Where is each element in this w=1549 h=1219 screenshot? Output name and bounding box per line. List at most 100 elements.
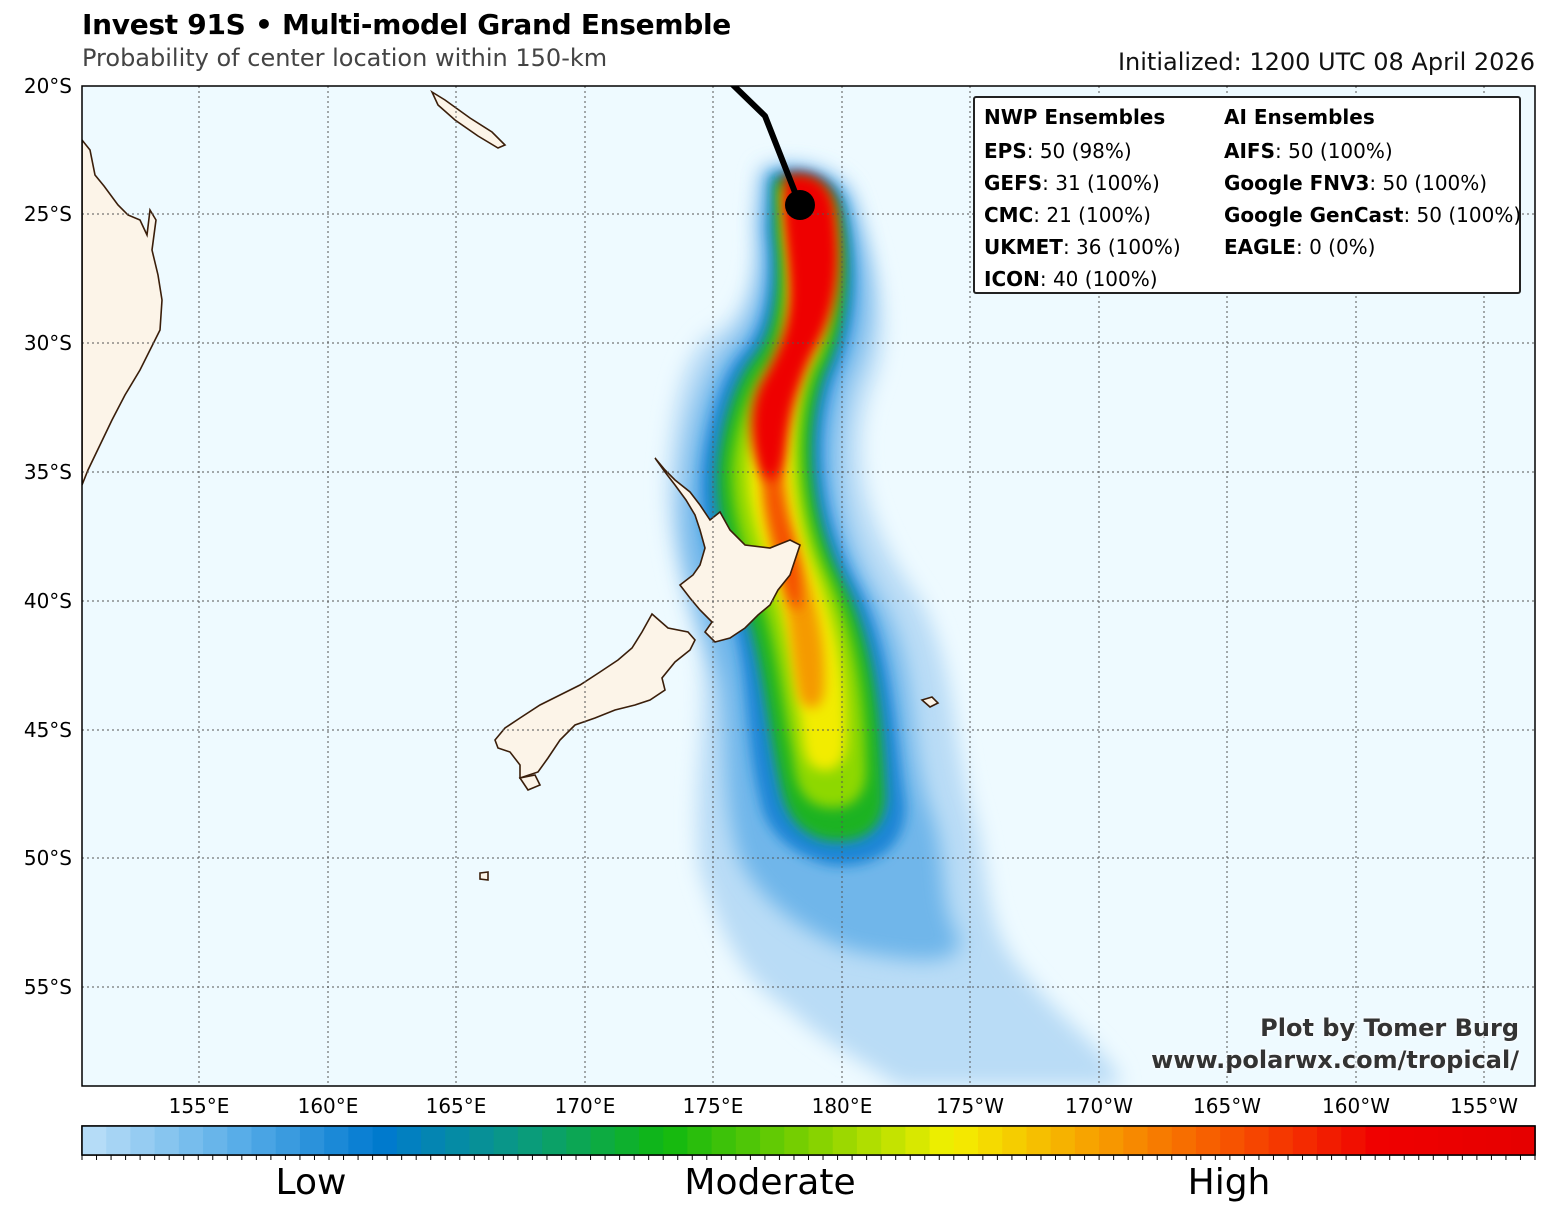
model-value: : 50 (100%) <box>1369 171 1488 195</box>
legend-row-fnv3: Google FNV3: 50 (100%) <box>1224 168 1521 200</box>
colorbar-label-moderate: Moderate <box>684 1162 856 1203</box>
initialized-time: Initialized: 1200 UTC 08 April 2026 <box>1117 48 1535 76</box>
model-name: ICON <box>984 267 1040 291</box>
credit-author: Plot by Tomer Burg <box>1260 1014 1519 1042</box>
lat-label-30s: 30°S <box>23 331 72 355</box>
colorbar-segment <box>1220 1126 1245 1155</box>
lat-label-40s: 40°S <box>23 589 72 613</box>
colorbar-segment <box>760 1126 785 1155</box>
model-name: Google GenCast <box>1224 203 1404 227</box>
legend-row-ukmet: UKMET: 36 (100%) <box>984 232 1181 264</box>
colorbar-segment <box>1462 1126 1488 1155</box>
stewart-island <box>518 774 542 791</box>
model-name: EPS <box>984 139 1027 163</box>
legend-row-eagle: EAGLE: 0 (0%) <box>1224 232 1521 264</box>
south-island-nz <box>494 612 696 780</box>
model-value: : 21 (100%) <box>1033 203 1151 227</box>
model-value: : 50 (100%) <box>1403 203 1522 227</box>
model-name: Google FNV3 <box>1224 171 1370 195</box>
colorbar-segment <box>1365 1126 1391 1155</box>
colorbar-segment <box>1438 1126 1463 1155</box>
colorbar-segments <box>81 1125 1536 1156</box>
lon-label-155e: 155°E <box>168 1094 230 1118</box>
colorbar-segment <box>905 1126 931 1155</box>
lon-label-165w: 165°W <box>1193 1094 1261 1118</box>
colorbar-segment <box>324 1126 349 1155</box>
lon-label-165e: 165°E <box>425 1094 487 1118</box>
colorbar-segment <box>1389 1126 1415 1155</box>
chart-subtitle: Probability of center location within 15… <box>82 44 608 72</box>
colorbar-segment <box>275 1126 301 1155</box>
colorbar-segment <box>178 1126 204 1155</box>
north-island-nz <box>654 457 801 643</box>
prob-band-yellow <box>747 189 847 771</box>
colorbar-segment <box>421 1126 446 1155</box>
colorbar-segment <box>566 1126 592 1155</box>
ai-column: AI Ensembles AIFS : 50 (100%) Google FNV3… <box>1224 104 1521 264</box>
legend-row-icon: ICON: 40 (100%) <box>984 264 1181 296</box>
colorbar-segment <box>1486 1126 1512 1155</box>
colorbar-segment <box>517 1126 543 1155</box>
map-frame <box>81 85 1536 1087</box>
colorbar-segment <box>1195 1126 1221 1155</box>
colorbar-frame <box>81 1125 1536 1156</box>
model-value: : 31 (100%) <box>1042 171 1160 195</box>
colorbar-segment <box>1317 1126 1342 1155</box>
landmasses <box>82 89 940 881</box>
colorbar-label-high: High <box>1187 1162 1271 1203</box>
ai-header: AI Ensembles <box>1224 105 1375 129</box>
model-name: UKMET <box>984 235 1063 259</box>
model-value: : 50 (98%) <box>1026 139 1132 163</box>
auckland-islands <box>479 871 489 881</box>
colorbar-segment <box>1050 1126 1076 1155</box>
colorbar-segment <box>396 1126 422 1155</box>
lat-label-50s: 50°S <box>23 846 72 870</box>
nwp-header: NWP Ensembles <box>984 105 1166 129</box>
colorbar-segment <box>154 1126 180 1155</box>
colorbar-segment <box>808 1126 834 1155</box>
model-name: GEFS <box>984 171 1043 195</box>
colorbar-segment <box>638 1126 664 1155</box>
colorbar-segment <box>251 1126 277 1155</box>
colorbar-segment <box>735 1126 761 1155</box>
colorbar-segment <box>881 1126 906 1155</box>
ensemble-legend: NWP Ensembles EPS: 50 (98%) GEFS: 31 (10… <box>973 96 1521 294</box>
lon-label-160e: 160°E <box>297 1094 359 1118</box>
colorbar-segment <box>784 1126 810 1155</box>
colorbar-segment <box>1413 1126 1439 1155</box>
chart-title: Invest 91S • Multi-model Grand Ensemble <box>82 8 731 41</box>
colorbar-segment <box>299 1126 325 1155</box>
new-caledonia <box>430 89 507 149</box>
colorbar-segment <box>227 1126 253 1155</box>
lon-label-170w: 170°W <box>1065 1094 1133 1118</box>
colorbar-segment <box>1292 1126 1318 1155</box>
model-value: : 40 (100%) <box>1039 267 1158 291</box>
colorbar-segment <box>130 1126 156 1155</box>
colorbar-segment <box>614 1126 640 1155</box>
colorbar-segment <box>1147 1126 1173 1155</box>
chatham-islands <box>920 696 940 708</box>
colorbar-segment <box>663 1126 689 1155</box>
storm-track <box>729 86 803 207</box>
model-name: AIFS <box>1224 139 1275 163</box>
model-value: : 36 (100%) <box>1062 235 1181 259</box>
model-name: EAGLE <box>1224 235 1296 259</box>
credit-url[interactable]: www.polarwx.com/tropical/ <box>1151 1046 1519 1074</box>
colorbar-segment <box>469 1126 495 1155</box>
colorbar-segment <box>1171 1126 1197 1155</box>
model-value: : 0 (0%) <box>1295 235 1376 259</box>
legend-row-cmc: CMC: 21 (100%) <box>984 200 1181 232</box>
colorbar-segment <box>493 1126 519 1155</box>
colorbar-segment <box>1268 1126 1294 1155</box>
colorbar-segment <box>1026 1126 1052 1155</box>
colorbar-segment <box>372 1126 398 1155</box>
australia-landmass <box>82 138 163 486</box>
colorbar-segment <box>203 1126 228 1155</box>
colorbar-segment <box>687 1126 713 1155</box>
colorbar-segment <box>711 1126 737 1155</box>
lon-label-175w: 175°W <box>936 1094 1004 1118</box>
colorbar-segment <box>832 1126 858 1155</box>
colorbar-segment <box>1074 1126 1100 1155</box>
colorbar-segment <box>1002 1126 1028 1155</box>
storm-center-dot <box>785 190 815 220</box>
